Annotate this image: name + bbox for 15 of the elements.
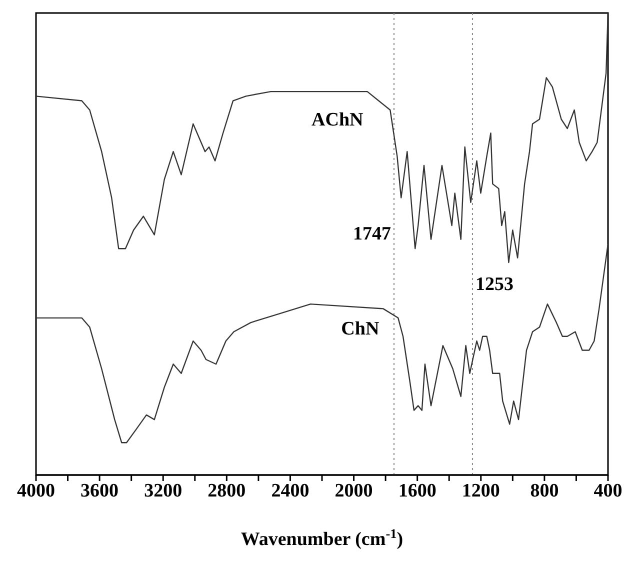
x-tick-label: 3200	[144, 480, 182, 502]
ref-line-label: 1253	[475, 274, 514, 296]
series-label: ChN	[341, 318, 380, 340]
x-tick-label: 2800	[208, 480, 246, 502]
x-tick-label: 400	[594, 480, 622, 502]
x-tick-label: 800	[530, 480, 559, 502]
x-tick-label: 2400	[271, 480, 310, 502]
series-label: AChN	[312, 110, 364, 131]
x-tick-label: 1200	[462, 480, 500, 502]
x-tick-label: 1600	[398, 480, 436, 502]
x-tick-label: 3600	[80, 480, 119, 502]
x-tick-label: 2000	[334, 480, 373, 502]
x-tick-label: 4000	[17, 480, 55, 502]
ref-line-label: 1747	[352, 223, 392, 244]
x-axis-title: Wavenumber (cm$^{-1}$)	[240, 526, 404, 550]
